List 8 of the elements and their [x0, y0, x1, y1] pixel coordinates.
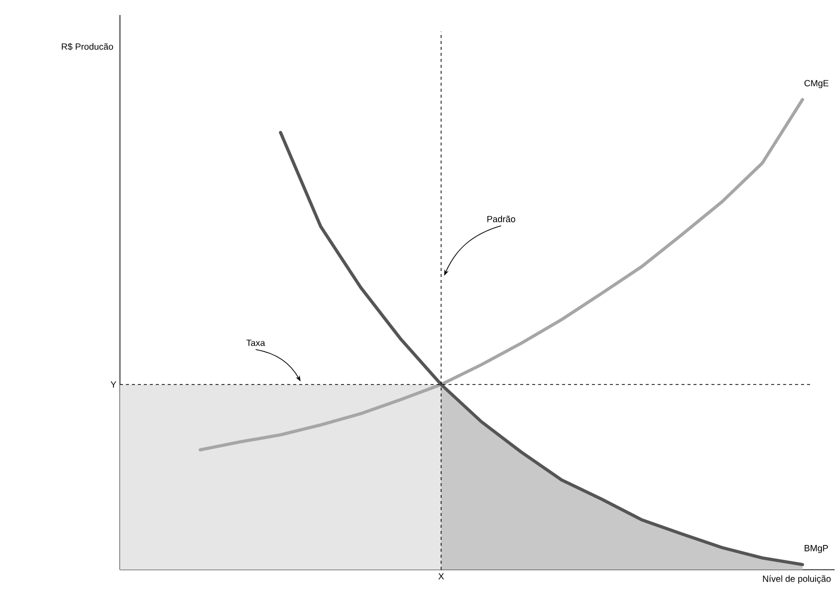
series-label: CMgE [804, 80, 829, 88]
series-label: BMgP [804, 545, 828, 554]
x-axis-title: Nível de poluição [763, 575, 831, 584]
text: R$ Producão [62, 43, 114, 50]
annotation: Padrão [487, 216, 516, 222]
text: X [438, 573, 444, 580]
ref-line-label: Y [110, 382, 116, 388]
annotation: Taxa [246, 340, 266, 346]
